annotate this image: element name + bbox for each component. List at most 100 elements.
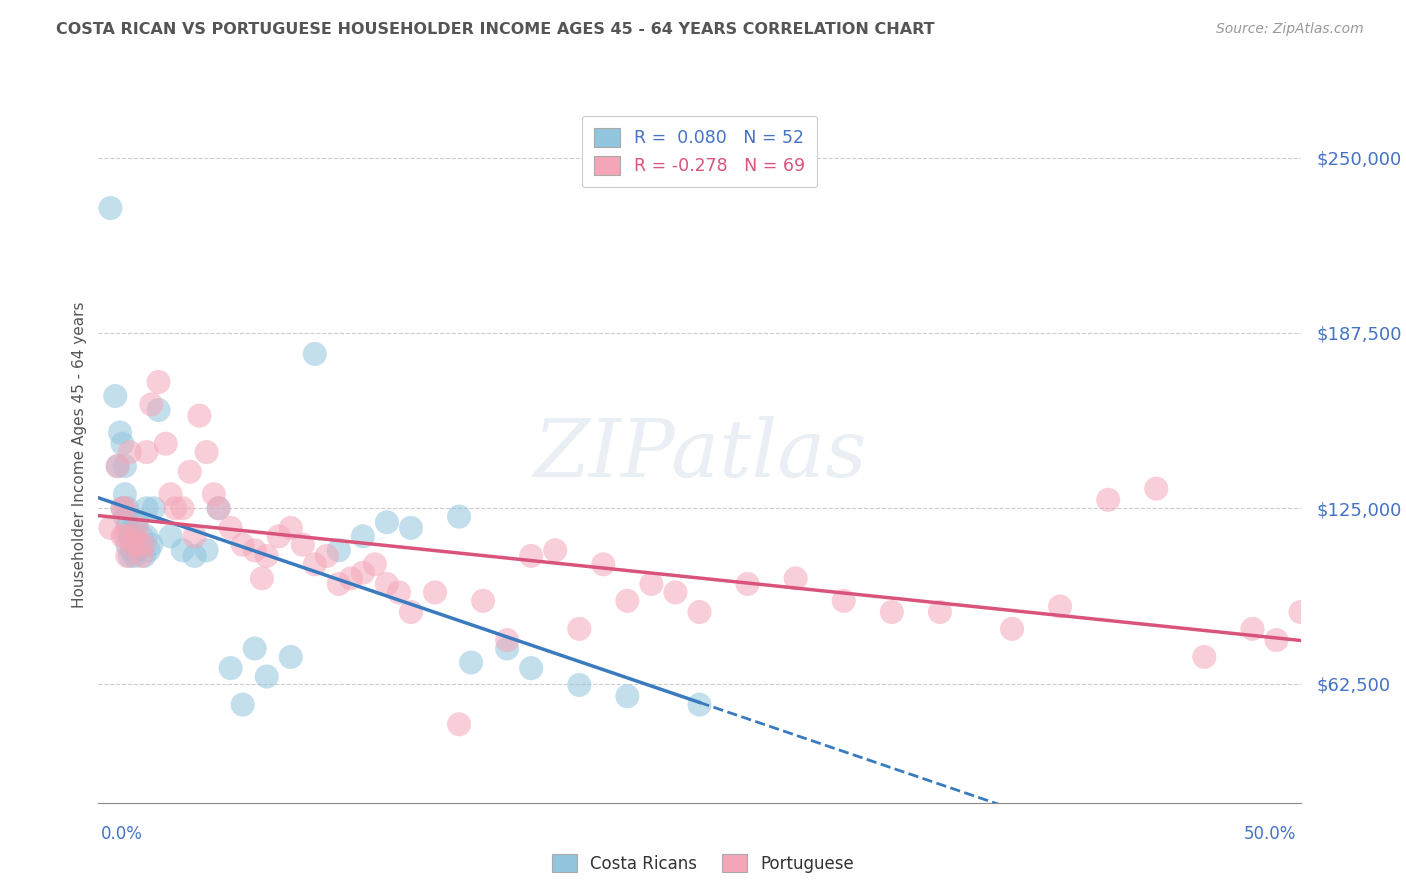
Point bbox=[188, 409, 211, 423]
Point bbox=[135, 445, 157, 459]
Point bbox=[375, 515, 398, 529]
Point bbox=[340, 571, 363, 585]
Point bbox=[640, 577, 662, 591]
Point bbox=[232, 698, 254, 712]
Point bbox=[111, 529, 134, 543]
Point bbox=[219, 521, 242, 535]
Point bbox=[124, 515, 146, 529]
Point bbox=[132, 538, 155, 552]
Point bbox=[107, 459, 129, 474]
Point bbox=[460, 656, 482, 670]
Point bbox=[267, 529, 290, 543]
Point bbox=[100, 521, 122, 535]
Point bbox=[100, 201, 122, 215]
Point bbox=[664, 585, 686, 599]
Point bbox=[364, 558, 387, 572]
Point bbox=[737, 577, 759, 591]
Text: COSTA RICAN VS PORTUGUESE HOUSEHOLDER INCOME AGES 45 - 64 YEARS CORRELATION CHAR: COSTA RICAN VS PORTUGUESE HOUSEHOLDER IN… bbox=[56, 22, 935, 37]
Point bbox=[114, 501, 136, 516]
Point bbox=[125, 521, 148, 535]
Point bbox=[315, 549, 337, 563]
Point bbox=[117, 521, 139, 535]
Point bbox=[183, 529, 205, 543]
Point bbox=[1049, 599, 1071, 614]
Point bbox=[165, 501, 187, 516]
Point bbox=[104, 389, 127, 403]
Point bbox=[183, 549, 205, 563]
Point bbox=[352, 566, 374, 580]
Point bbox=[1097, 492, 1119, 507]
Point bbox=[928, 605, 950, 619]
Point bbox=[232, 538, 254, 552]
Point bbox=[399, 521, 422, 535]
Point bbox=[447, 717, 470, 731]
Point bbox=[304, 558, 326, 572]
Point bbox=[159, 487, 181, 501]
Point bbox=[280, 521, 302, 535]
Point bbox=[111, 501, 134, 516]
Point bbox=[1001, 622, 1024, 636]
Point bbox=[141, 397, 163, 411]
Point bbox=[195, 543, 218, 558]
Point bbox=[124, 549, 146, 563]
Point bbox=[118, 445, 141, 459]
Point bbox=[117, 538, 139, 552]
Point bbox=[159, 529, 181, 543]
Point bbox=[880, 605, 903, 619]
Point bbox=[568, 678, 591, 692]
Point bbox=[141, 538, 163, 552]
Point bbox=[128, 538, 150, 552]
Point bbox=[118, 549, 141, 563]
Point bbox=[496, 633, 519, 648]
Point bbox=[688, 698, 710, 712]
Point bbox=[114, 529, 136, 543]
Point bbox=[124, 529, 146, 543]
Point bbox=[328, 543, 350, 558]
Point bbox=[121, 538, 143, 552]
Point bbox=[256, 669, 278, 683]
Point bbox=[568, 622, 591, 636]
Point bbox=[202, 487, 225, 501]
Point bbox=[592, 558, 614, 572]
Point bbox=[832, 594, 855, 608]
Point bbox=[114, 509, 136, 524]
Point bbox=[117, 501, 139, 516]
Point bbox=[1194, 649, 1216, 664]
Point bbox=[280, 649, 302, 664]
Point bbox=[520, 549, 543, 563]
Point bbox=[472, 594, 495, 608]
Point bbox=[195, 445, 218, 459]
Point bbox=[125, 543, 148, 558]
Point bbox=[118, 529, 141, 543]
Point bbox=[544, 543, 567, 558]
Point bbox=[785, 571, 807, 585]
Point bbox=[107, 459, 129, 474]
Point bbox=[208, 501, 231, 516]
Point bbox=[1265, 633, 1288, 648]
Point bbox=[447, 509, 470, 524]
Y-axis label: Householder Income Ages 45 - 64 years: Householder Income Ages 45 - 64 years bbox=[72, 301, 87, 608]
Point bbox=[128, 538, 150, 552]
Point bbox=[125, 515, 148, 529]
Point bbox=[616, 594, 638, 608]
Point bbox=[256, 549, 278, 563]
Point bbox=[121, 543, 143, 558]
Point bbox=[388, 585, 411, 599]
Point bbox=[117, 549, 139, 563]
Point bbox=[111, 501, 134, 516]
Point bbox=[1241, 622, 1264, 636]
Point bbox=[148, 375, 170, 389]
Point bbox=[243, 543, 266, 558]
Point bbox=[108, 425, 131, 440]
Point bbox=[111, 436, 134, 450]
Point bbox=[131, 529, 153, 543]
Point bbox=[179, 465, 201, 479]
Point bbox=[250, 571, 273, 585]
Point bbox=[1289, 605, 1312, 619]
Point bbox=[243, 641, 266, 656]
Point bbox=[172, 501, 194, 516]
Point bbox=[172, 543, 194, 558]
Point bbox=[208, 501, 231, 516]
Point bbox=[121, 529, 143, 543]
Point bbox=[219, 661, 242, 675]
